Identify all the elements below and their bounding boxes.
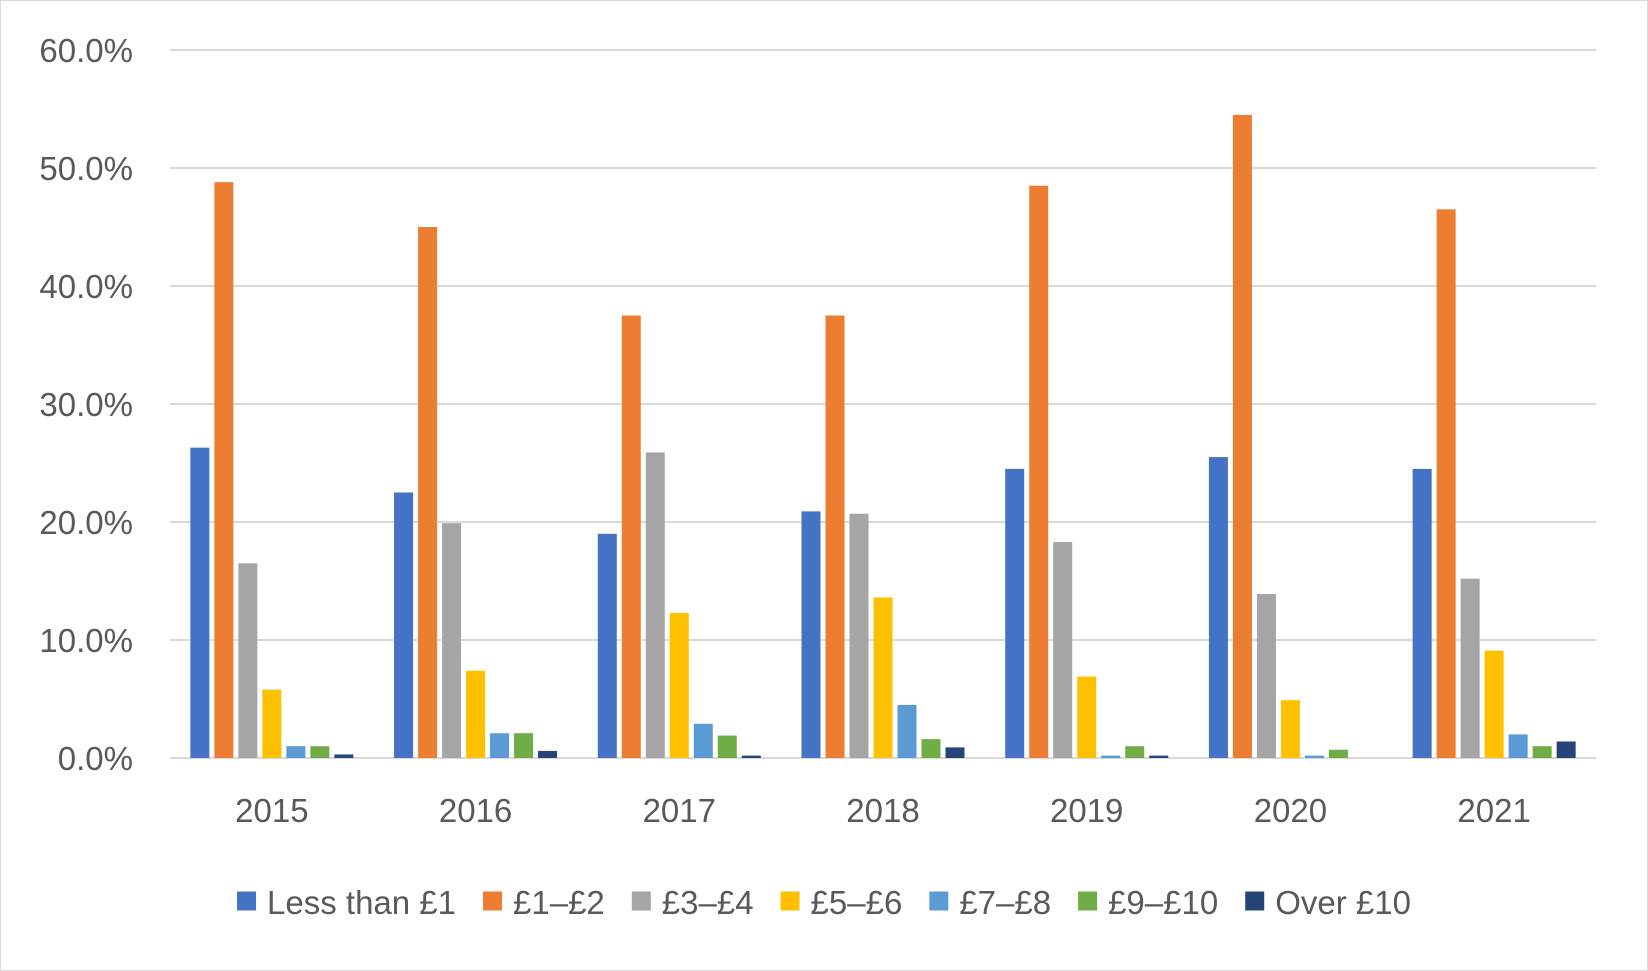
bar — [621, 315, 641, 758]
legend-item: £7–£8 — [929, 884, 1051, 921]
bar — [1077, 676, 1097, 758]
bar — [1328, 749, 1348, 758]
bar — [873, 597, 893, 758]
bar — [1280, 700, 1300, 758]
bar — [693, 723, 713, 758]
bar — [1304, 755, 1324, 758]
legend-item: Over £10 — [1245, 884, 1411, 921]
bar — [1053, 542, 1073, 758]
legend-swatch — [1245, 891, 1265, 911]
x-tick-label: 2020 — [1254, 792, 1327, 829]
bar — [897, 704, 917, 758]
bar — [1208, 457, 1228, 758]
bar — [490, 733, 510, 758]
y-tick-label: 0.0% — [58, 740, 133, 777]
legend-item: £1–£2 — [483, 884, 605, 921]
bars — [190, 114, 1576, 759]
legend-label: £9–£10 — [1108, 884, 1218, 921]
y-tick-label: 10.0% — [39, 622, 133, 659]
bar — [190, 447, 210, 758]
bar — [825, 315, 845, 758]
bar — [394, 492, 414, 758]
legend-label: Less than £1 — [267, 884, 456, 921]
bar — [1005, 468, 1025, 758]
bar — [310, 746, 330, 758]
legend-item: Less than £1 — [237, 884, 456, 921]
bar — [1149, 755, 1169, 758]
legend-label: £1–£2 — [513, 884, 605, 921]
y-tick-label: 40.0% — [39, 268, 133, 305]
bar — [801, 511, 821, 758]
bar — [214, 182, 234, 758]
legend-label: £7–£8 — [959, 884, 1051, 921]
bar — [1256, 593, 1276, 758]
bar — [1460, 578, 1480, 758]
bar — [945, 747, 965, 758]
legend-swatch — [929, 891, 949, 911]
bar — [1532, 746, 1552, 758]
bar — [1412, 468, 1432, 758]
legend-swatch — [483, 891, 503, 911]
legend-item: £9–£10 — [1078, 884, 1218, 921]
legend-label: £5–£6 — [811, 884, 903, 921]
y-tick-label: 20.0% — [39, 504, 133, 541]
x-tick-label: 2018 — [846, 792, 919, 829]
bar — [1101, 755, 1121, 758]
bar — [597, 533, 617, 758]
bar — [286, 746, 306, 758]
bar — [849, 513, 869, 758]
y-tick-label: 50.0% — [39, 150, 133, 187]
x-axis: 2015 2016 2017 2018 2019 2020 2021 — [235, 792, 1531, 829]
bar — [1556, 741, 1576, 758]
legend-swatch — [631, 891, 651, 911]
bar — [921, 739, 941, 758]
legend: Less than £1 £1–£2 £3–£4 £5–£6 £7–£8 £9–£10 Ov… — [237, 884, 1411, 921]
bar — [334, 754, 354, 758]
y-tick-label: 60.0% — [39, 32, 133, 69]
bar — [1125, 746, 1145, 758]
bar — [1029, 185, 1049, 758]
legend-item: £3–£4 — [631, 884, 754, 921]
bar — [238, 563, 258, 758]
legend-swatch — [780, 891, 800, 911]
x-tick-label: 2015 — [235, 792, 308, 829]
legend-swatch — [237, 891, 257, 911]
bar — [717, 735, 737, 758]
bar — [262, 689, 282, 758]
y-tick-label: 30.0% — [39, 386, 133, 423]
bar — [1232, 114, 1252, 758]
legend-item: £5–£6 — [780, 884, 903, 921]
bar — [538, 750, 558, 758]
y-axis: 0.0% 10.0% 20.0% 30.0% 40.0% 50.0% 60.0% — [39, 32, 133, 777]
x-tick-label: 2019 — [1050, 792, 1123, 829]
bar — [741, 755, 761, 758]
x-tick-label: 2017 — [643, 792, 716, 829]
bar — [466, 670, 486, 758]
legend-label: £3–£4 — [662, 884, 754, 921]
legend-label: Over £10 — [1275, 884, 1411, 921]
bar — [514, 733, 534, 758]
bar — [418, 227, 438, 758]
bar — [442, 523, 462, 758]
x-tick-label: 2016 — [439, 792, 512, 829]
bar — [645, 452, 665, 758]
x-tick-label: 2021 — [1457, 792, 1530, 829]
legend-swatch — [1078, 891, 1098, 911]
bar — [669, 612, 689, 758]
bar — [1508, 734, 1528, 758]
bar — [1484, 650, 1504, 758]
bar — [1436, 209, 1456, 759]
